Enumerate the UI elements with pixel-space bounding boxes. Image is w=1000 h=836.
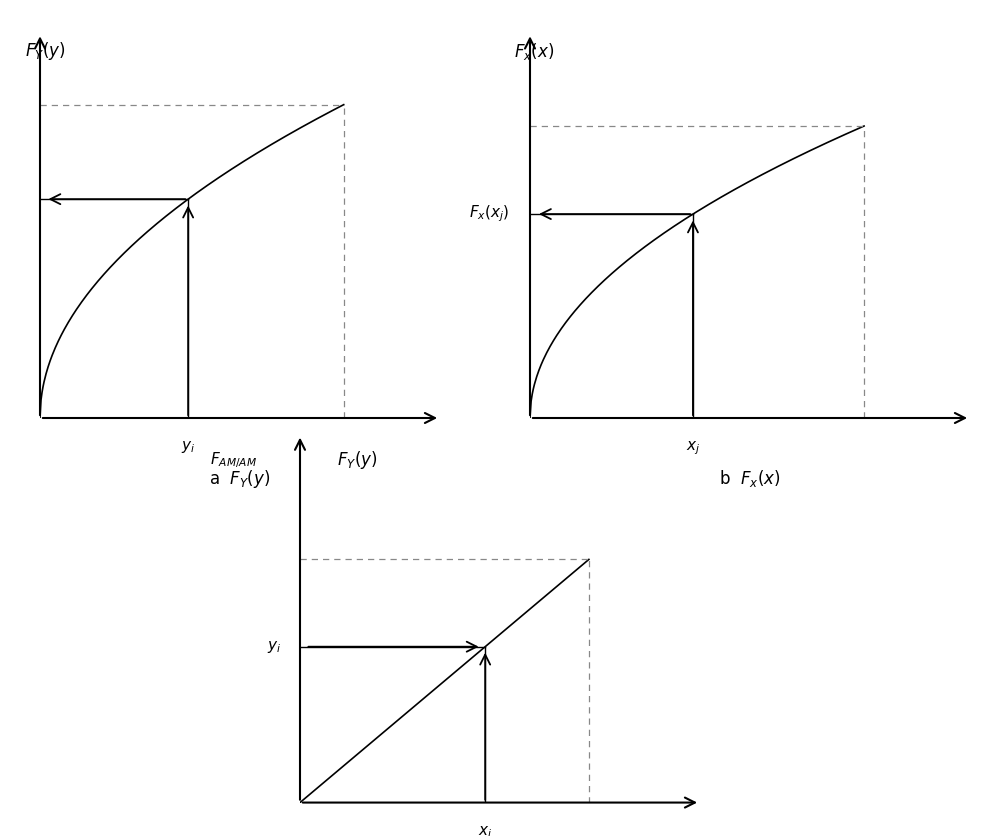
Text: a  $F_Y(y)$: a $F_Y(y)$ xyxy=(209,468,271,490)
Text: $F_Y(y)$: $F_Y(y)$ xyxy=(337,449,378,471)
Text: $F_Y(y)$: $F_Y(y)$ xyxy=(25,40,66,62)
Text: $F_x(x_j)$: $F_x(x_j)$ xyxy=(469,204,510,224)
Text: $x_j$: $x_j$ xyxy=(686,440,700,457)
Text: $y_i$: $y_i$ xyxy=(181,440,195,456)
Text: $x_j$: $x_j$ xyxy=(478,824,492,836)
Text: $F_{AM/AM}$: $F_{AM/AM}$ xyxy=(210,450,257,470)
Text: b  $F_x(x)$: b $F_x(x)$ xyxy=(719,468,781,489)
Text: $y_i$: $y_i$ xyxy=(267,639,281,655)
Text: $F_x(x)$: $F_x(x)$ xyxy=(514,41,554,62)
